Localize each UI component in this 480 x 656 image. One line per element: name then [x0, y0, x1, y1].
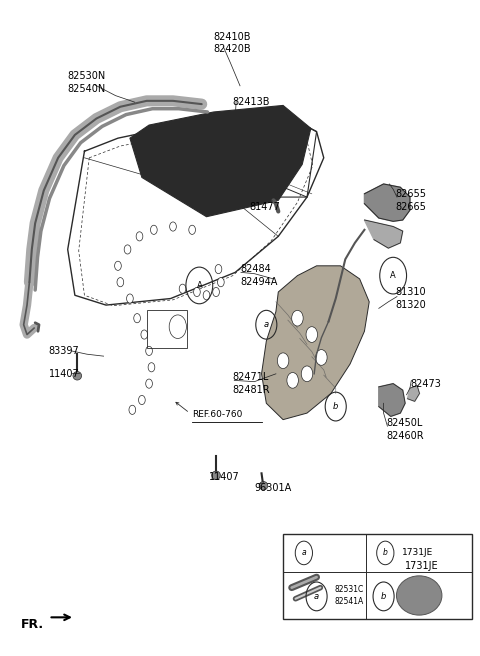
- Text: b: b: [333, 402, 338, 411]
- Text: 81310
81320: 81310 81320: [396, 287, 426, 310]
- Circle shape: [215, 264, 222, 274]
- Circle shape: [115, 261, 121, 270]
- Text: A: A: [390, 271, 396, 280]
- Circle shape: [136, 232, 143, 241]
- Text: FR.: FR.: [21, 618, 44, 631]
- Circle shape: [148, 363, 155, 372]
- Text: 11407: 11407: [48, 369, 79, 379]
- Circle shape: [316, 350, 327, 365]
- Text: A: A: [196, 281, 202, 290]
- Text: 1731JE: 1731JE: [402, 548, 433, 558]
- Circle shape: [213, 287, 219, 297]
- Circle shape: [129, 405, 136, 415]
- Circle shape: [169, 222, 176, 231]
- Text: 82530N
82540N: 82530N 82540N: [68, 72, 106, 94]
- Bar: [147, 310, 187, 348]
- Circle shape: [134, 314, 141, 323]
- Polygon shape: [68, 115, 324, 305]
- Polygon shape: [262, 266, 369, 420]
- Text: 82473: 82473: [410, 379, 441, 388]
- Polygon shape: [364, 220, 403, 248]
- Text: 1731JE: 1731JE: [405, 561, 439, 571]
- Circle shape: [124, 245, 131, 254]
- Ellipse shape: [259, 482, 268, 490]
- Circle shape: [203, 291, 210, 300]
- Text: 82484
82494A: 82484 82494A: [240, 264, 277, 287]
- Polygon shape: [130, 106, 311, 216]
- Circle shape: [127, 294, 133, 303]
- Circle shape: [189, 225, 195, 234]
- Circle shape: [146, 346, 153, 356]
- Text: 11407: 11407: [209, 472, 240, 482]
- Text: 82413B: 82413B: [233, 97, 270, 107]
- Text: 82450L
82460R: 82450L 82460R: [386, 419, 424, 441]
- Circle shape: [301, 366, 313, 382]
- Circle shape: [141, 330, 148, 339]
- Text: b: b: [381, 592, 386, 601]
- Polygon shape: [379, 384, 405, 417]
- Bar: [283, 534, 472, 619]
- Circle shape: [146, 379, 153, 388]
- Text: 82655
82665: 82655 82665: [396, 189, 427, 211]
- Text: 81477: 81477: [250, 202, 280, 212]
- Circle shape: [117, 277, 124, 287]
- Text: 82531C
82541A: 82531C 82541A: [335, 585, 364, 605]
- Text: a: a: [301, 548, 306, 558]
- Text: REF.60-760: REF.60-760: [192, 410, 242, 419]
- Circle shape: [217, 277, 224, 287]
- Polygon shape: [364, 184, 410, 221]
- Text: 82410B
82420B: 82410B 82420B: [214, 32, 252, 54]
- Text: 83397: 83397: [48, 346, 79, 356]
- Circle shape: [139, 396, 145, 405]
- Circle shape: [193, 287, 200, 297]
- Polygon shape: [408, 386, 420, 401]
- Circle shape: [292, 310, 303, 326]
- Circle shape: [151, 225, 157, 234]
- Circle shape: [179, 284, 186, 293]
- Text: a: a: [264, 320, 269, 329]
- Text: 96301A: 96301A: [254, 483, 292, 493]
- Text: a: a: [314, 592, 319, 601]
- Circle shape: [277, 353, 289, 369]
- Ellipse shape: [212, 471, 220, 480]
- Ellipse shape: [73, 371, 82, 380]
- Ellipse shape: [396, 576, 442, 615]
- Circle shape: [287, 373, 299, 388]
- Circle shape: [306, 327, 318, 342]
- Text: 82471L
82481R: 82471L 82481R: [233, 373, 270, 395]
- Text: b: b: [383, 548, 388, 558]
